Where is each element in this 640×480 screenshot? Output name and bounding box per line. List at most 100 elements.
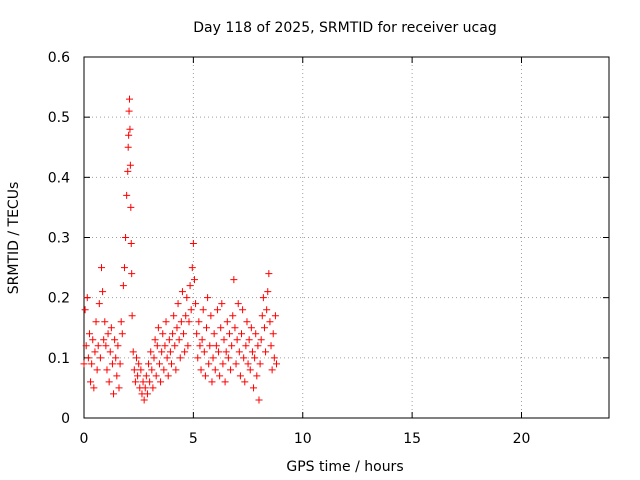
data-point: [168, 360, 175, 368]
data-point: [229, 312, 237, 320]
data-point: [133, 354, 140, 362]
data-point: [197, 366, 205, 374]
data-point: [198, 336, 206, 344]
data-point: [264, 288, 272, 296]
data-point: [268, 366, 276, 374]
x-tick-label: 10: [294, 431, 312, 447]
data-point: [206, 342, 214, 350]
data-point: [222, 348, 230, 356]
plot-frame: [83, 56, 610, 419]
data-point: [172, 366, 180, 374]
data-point: [217, 324, 225, 332]
data-point: [190, 276, 198, 284]
chart-title: Day 118 of 2025, SRMTID for receiver uca…: [193, 20, 496, 36]
data-points: [80, 95, 280, 404]
data-point: [98, 264, 105, 272]
data-point: [204, 294, 212, 302]
data-point: [124, 143, 132, 151]
data-point: [216, 372, 224, 380]
data-point: [221, 378, 229, 386]
data-point: [119, 282, 127, 290]
data-point: [241, 378, 249, 386]
data-point: [240, 354, 248, 362]
data-point: [228, 342, 236, 350]
data-point: [224, 354, 232, 362]
data-point: [88, 360, 96, 368]
data-point: [205, 360, 213, 368]
data-point: [145, 360, 153, 368]
data-point: [166, 348, 174, 356]
data-point: [117, 318, 125, 326]
x-tick-label: 15: [403, 431, 421, 447]
data-point: [189, 240, 197, 248]
data-point: [254, 342, 262, 350]
data-point: [256, 360, 264, 368]
data-point: [92, 318, 100, 326]
data-point: [90, 384, 98, 392]
y-tick-labels: 0 0.1 0.2 0.3 0.4 0.5 0.6: [48, 50, 70, 427]
data-point: [169, 330, 177, 338]
data-point: [199, 306, 207, 314]
y-tick-label: 0.6: [48, 50, 70, 66]
data-point: [128, 312, 136, 320]
data-point: [200, 348, 208, 356]
data-point: [102, 342, 110, 350]
data-point: [101, 318, 109, 326]
y-tick-label: 0.4: [48, 170, 70, 186]
data-point: [83, 294, 91, 302]
data-point: [218, 300, 226, 308]
data-point: [84, 354, 92, 362]
data-point: [192, 300, 200, 308]
y-tick-label: 0.5: [48, 110, 70, 126]
data-point: [209, 354, 217, 362]
data-point: [123, 191, 131, 199]
data-point: [152, 372, 160, 380]
data-point: [128, 270, 136, 278]
data-point: [89, 336, 97, 344]
y-tick-label: 0.3: [48, 231, 70, 247]
data-point: [208, 378, 216, 386]
data-point: [162, 318, 170, 326]
data-point: [163, 354, 171, 362]
data-point: [154, 324, 162, 332]
data-point: [100, 336, 108, 344]
data-point: [271, 312, 279, 320]
data-point: [177, 318, 185, 326]
data-point: [259, 294, 267, 302]
data-point: [250, 384, 258, 392]
data-point: [135, 360, 143, 368]
data-point: [137, 366, 145, 374]
data-point: [219, 360, 227, 368]
data-point: [238, 330, 245, 338]
data-point: [273, 360, 280, 368]
data-point: [207, 312, 215, 320]
data-point: [143, 390, 151, 398]
data-point: [147, 348, 155, 356]
data-point: [223, 318, 231, 326]
data-point: [260, 324, 268, 332]
data-point: [180, 330, 188, 338]
data-point: [113, 372, 121, 380]
data-point: [187, 306, 195, 314]
data-point: [185, 318, 193, 326]
data-point: [95, 300, 103, 308]
data-point: [178, 288, 186, 296]
data-point: [195, 318, 203, 326]
data-point: [99, 288, 107, 296]
data-point: [257, 336, 265, 344]
data-point: [153, 342, 161, 350]
data-point: [131, 378, 139, 386]
data-point: [111, 336, 119, 344]
data-point: [114, 342, 122, 350]
data-point: [96, 354, 104, 362]
data-point: [227, 366, 235, 374]
data-point: [108, 360, 116, 368]
data-point: [158, 348, 166, 356]
data-point: [201, 372, 209, 380]
data-point: [151, 336, 159, 344]
data-point: [182, 312, 190, 320]
data-point: [85, 330, 93, 338]
data-point: [125, 131, 133, 139]
data-point: [82, 342, 90, 350]
